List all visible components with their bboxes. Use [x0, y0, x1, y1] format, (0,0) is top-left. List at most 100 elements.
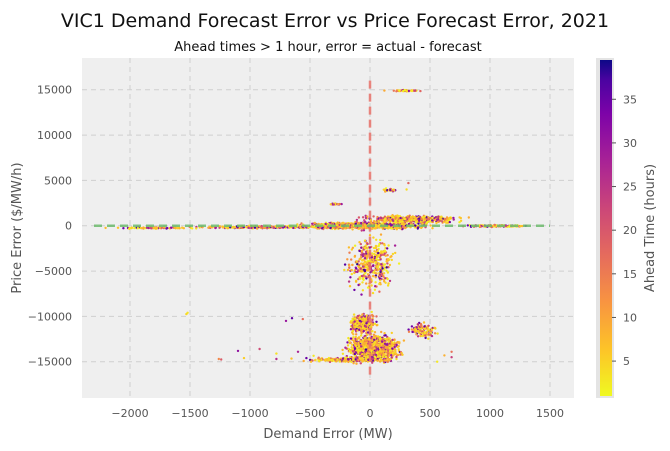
- data-point: [421, 332, 424, 335]
- data-point: [336, 358, 339, 361]
- data-point: [419, 334, 422, 338]
- data-point: [407, 328, 410, 331]
- data-point: [346, 344, 350, 347]
- data-point: [394, 219, 397, 223]
- data-point: [218, 226, 221, 229]
- data-point: [416, 226, 420, 229]
- data-point: [191, 227, 194, 230]
- data-point: [452, 218, 455, 221]
- data-point: [417, 331, 421, 334]
- data-point: [371, 252, 374, 255]
- data-point: [116, 226, 120, 229]
- data-point: [427, 324, 430, 327]
- data-point: [423, 331, 427, 334]
- data-point: [380, 359, 383, 362]
- data-point: [382, 220, 385, 224]
- data-point: [382, 344, 385, 347]
- data-point: [351, 246, 355, 249]
- data-point: [373, 250, 376, 253]
- data-point: [386, 277, 389, 281]
- data-point: [373, 341, 376, 345]
- data-point: [366, 242, 369, 246]
- data-point: [383, 252, 386, 255]
- data-point: [521, 224, 524, 228]
- data-point: [343, 263, 347, 266]
- data-point: [518, 225, 521, 228]
- data-point: [392, 188, 395, 191]
- data-point: [348, 285, 352, 288]
- data-point: [386, 284, 390, 287]
- data-point: [396, 214, 399, 217]
- colorbar-tick-label: 5: [623, 355, 630, 368]
- data-point: [388, 346, 391, 350]
- data-point: [376, 340, 379, 344]
- data-point: [394, 251, 397, 255]
- data-point: [312, 354, 315, 357]
- data-point: [368, 322, 371, 326]
- data-point: [406, 216, 409, 219]
- data-point: [438, 219, 441, 222]
- data-point: [359, 257, 362, 260]
- data-point: [380, 273, 384, 276]
- data-point: [341, 227, 344, 230]
- data-point: [386, 189, 389, 192]
- data-point: [429, 224, 432, 227]
- data-point: [386, 349, 389, 352]
- data-point: [397, 262, 401, 265]
- data-point: [424, 334, 427, 337]
- x-tick-label: 0: [367, 407, 374, 420]
- data-point: [383, 280, 386, 283]
- data-point: [415, 326, 418, 329]
- data-point: [375, 324, 378, 327]
- data-point: [363, 257, 367, 260]
- data-point: [370, 254, 374, 257]
- data-point: [349, 321, 352, 324]
- colorbar: [600, 60, 612, 396]
- data-point: [361, 324, 364, 327]
- data-point: [361, 321, 364, 324]
- data-point: [346, 341, 349, 344]
- data-point: [361, 216, 365, 219]
- data-point: [377, 262, 380, 265]
- data-point: [440, 218, 443, 221]
- data-point: [357, 323, 361, 326]
- data-point: [130, 226, 134, 229]
- data-point: [431, 227, 434, 230]
- data-point: [370, 347, 374, 350]
- data-point: [424, 336, 427, 340]
- data-point: [362, 265, 365, 268]
- data-point: [365, 277, 368, 280]
- data-point: [292, 226, 295, 230]
- data-point: [344, 346, 347, 349]
- reference-lines: [94, 80, 550, 380]
- data-point: [353, 271, 356, 275]
- data-point: [149, 226, 152, 230]
- data-point: [349, 341, 352, 345]
- data-point: [429, 216, 433, 220]
- data-point: [423, 327, 427, 330]
- data-point: [359, 351, 362, 354]
- y-tick-label: 15000: [37, 84, 72, 97]
- data-point: [436, 332, 439, 335]
- data-point: [233, 226, 236, 229]
- data-point: [362, 278, 365, 282]
- data-point: [329, 226, 332, 230]
- data-point: [416, 335, 420, 338]
- data-point: [341, 357, 345, 360]
- data-point: [354, 337, 357, 341]
- data-point: [349, 337, 353, 340]
- data-point: [359, 362, 362, 365]
- data-point: [350, 268, 353, 272]
- data-point: [324, 222, 327, 226]
- chart-subtitle: Ahead times > 1 hour, error = actual - f…: [174, 40, 481, 55]
- data-point: [275, 357, 278, 361]
- data-point: [405, 188, 408, 191]
- data-point: [383, 218, 386, 221]
- data-point: [415, 333, 418, 336]
- data-point: [382, 349, 385, 352]
- data-point: [351, 222, 354, 226]
- data-point: [358, 249, 361, 253]
- data-point: [353, 347, 357, 350]
- data-point: [356, 263, 359, 266]
- colorbar-ticks: 5 10 15 20 25 30 35: [612, 93, 637, 368]
